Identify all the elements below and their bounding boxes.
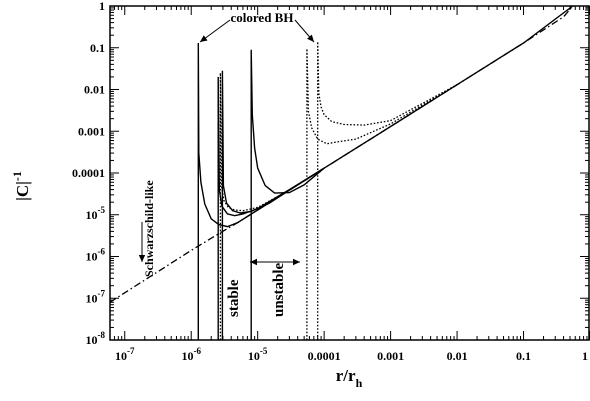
arrow-schwarzschild-head bbox=[138, 255, 146, 262]
arrow-range-left-head bbox=[250, 258, 257, 266]
y-tick-label-base: 0.0001 bbox=[72, 166, 105, 180]
annotation-stable: stable bbox=[226, 279, 242, 317]
x-tick-label: 10-5 bbox=[248, 346, 268, 363]
y-tick-label: 10-7 bbox=[86, 288, 106, 305]
x-tick-label-base: 0.1 bbox=[516, 349, 531, 363]
x-tick-label-base: 0.0001 bbox=[308, 349, 341, 363]
y-tick-label-base: 10 bbox=[86, 333, 98, 347]
y-tick-label-base: 0.1 bbox=[90, 41, 105, 55]
y-tick-label-base: 0.01 bbox=[84, 83, 105, 97]
y-tick-label-base: 1 bbox=[99, 0, 105, 13]
x-tick-label-base: 10 bbox=[248, 349, 260, 363]
y-tick-label: 0.001 bbox=[78, 124, 105, 138]
y-tick-label-base: 10 bbox=[86, 291, 98, 305]
annotation-schwarzschild: Schwarzschild-like bbox=[142, 180, 156, 277]
series-line-4 bbox=[221, 70, 325, 340]
plot-marks bbox=[109, 5, 574, 340]
x-tick-label: 0.01 bbox=[447, 349, 468, 363]
series-line-5 bbox=[250, 49, 325, 340]
svg-text:|C|-1: |C|-1 bbox=[10, 171, 32, 201]
y-tick-label-exp: -6 bbox=[98, 247, 106, 257]
x-tick-label-base: 0.01 bbox=[447, 349, 468, 363]
x-tick-label: 0.001 bbox=[377, 349, 404, 363]
series-line-8 bbox=[317, 41, 458, 340]
y-axis-label-base: |C| bbox=[13, 181, 32, 201]
y-tick-label-exp: -7 bbox=[98, 288, 106, 298]
y-axis-label-exponent: -1 bbox=[10, 171, 24, 181]
y-tick-label-base: 0.001 bbox=[78, 124, 105, 138]
annotation-colored-bh: colored BH bbox=[231, 10, 294, 25]
series-line-1 bbox=[109, 5, 574, 303]
arrow-colored-bh-right-head bbox=[307, 34, 314, 42]
series-line-3 bbox=[217, 76, 325, 340]
y-tick-label: 1 bbox=[99, 0, 105, 13]
x-tick-label: 10-6 bbox=[181, 346, 201, 363]
y-tick-label: 0.1 bbox=[90, 41, 105, 55]
arrow-range-right-head bbox=[293, 258, 300, 266]
y-tick-label-exp: -5 bbox=[98, 205, 106, 215]
series-line-2 bbox=[197, 5, 574, 340]
y-tick-label: 10-5 bbox=[86, 205, 106, 222]
x-tick-label-base: 10 bbox=[115, 349, 127, 363]
x-tick-label: 0.0001 bbox=[308, 349, 341, 363]
x-axis-label: r/rh bbox=[336, 366, 363, 390]
y-tick-label-base: 10 bbox=[86, 250, 98, 264]
y-tick-label-exp: -8 bbox=[98, 330, 106, 340]
annotation-arrows bbox=[138, 19, 315, 266]
x-tick-label-exp: -7 bbox=[127, 346, 135, 356]
y-tick-label: 0.0001 bbox=[72, 166, 105, 180]
x-tick-label-base: 1 bbox=[582, 349, 588, 363]
x-tick-label: 1 bbox=[582, 349, 588, 363]
y-tick-label-base: 10 bbox=[86, 208, 98, 222]
y-tick-label: 10-8 bbox=[86, 330, 106, 347]
x-tick-label-base: 10 bbox=[181, 349, 193, 363]
series-line-7 bbox=[306, 48, 458, 340]
series-line-6 bbox=[219, 72, 325, 340]
x-axis-label-subscript: h bbox=[356, 376, 363, 390]
y-axis-label: |C|-1 bbox=[10, 171, 32, 201]
x-tick-label: 10-7 bbox=[115, 346, 135, 363]
y-tick-label: 10-6 bbox=[86, 247, 106, 264]
x-tick-label-exp: -6 bbox=[193, 346, 201, 356]
arrow-colored-bh-left-head bbox=[200, 35, 208, 42]
x-tick-label-exp: -5 bbox=[260, 346, 268, 356]
x-axis-label-base: r/r bbox=[336, 366, 356, 385]
x-tick-label-base: 0.001 bbox=[377, 349, 404, 363]
plot-frame bbox=[109, 5, 590, 341]
y-tick-label: 0.01 bbox=[84, 83, 105, 97]
x-tick-label: 0.1 bbox=[516, 349, 531, 363]
annotation-unstable: unstable bbox=[271, 262, 287, 317]
